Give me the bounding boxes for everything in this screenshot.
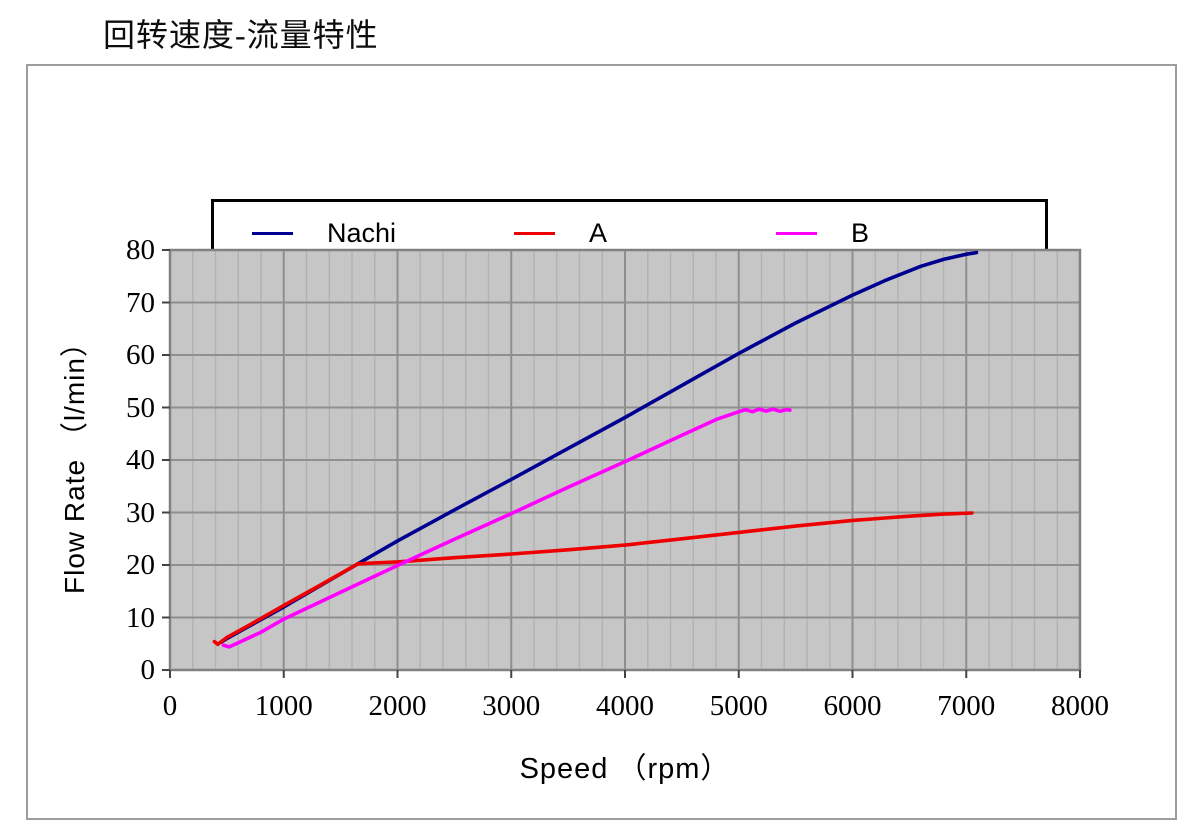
- legend-entry-nachi: Nachi: [252, 218, 514, 249]
- x-tick-label: 7000: [937, 690, 996, 722]
- series-line-b: [221, 407, 792, 649]
- chart-title: 回转速度-流量特性: [103, 17, 379, 53]
- y-tick-label: 80: [126, 234, 155, 266]
- legend-label-nachi: Nachi: [327, 218, 397, 248]
- legend-label-b: B: [851, 218, 870, 248]
- x-tick-label: 3000: [482, 690, 541, 722]
- series-line-a: [212, 511, 974, 647]
- x-tick-label: 6000: [823, 690, 882, 722]
- b-line-swatch: [776, 232, 817, 235]
- x-tick-label: 4000: [596, 690, 654, 722]
- legend-label-a: A: [589, 218, 608, 248]
- legend-entry-a: A: [514, 218, 776, 249]
- y-tick-label: 70: [126, 286, 155, 319]
- y-tick-label: 10: [126, 601, 155, 634]
- y-tick-label: 50: [126, 391, 155, 424]
- x-tick-label: 8000: [1051, 690, 1109, 722]
- y-tick-label: 0: [140, 654, 156, 686]
- x-tick-label: 0: [162, 690, 178, 722]
- x-tick-label: 2000: [368, 690, 427, 722]
- x-tick-label: 5000: [709, 690, 768, 722]
- y-tick-label: 60: [126, 339, 155, 371]
- y-tick-label: 30: [126, 496, 155, 529]
- y-axis-title: Flow Rate （l/min）: [59, 328, 90, 594]
- a-line-swatch: [514, 232, 555, 235]
- legend-entry-b: B: [776, 218, 1038, 249]
- y-tick-label: 20: [126, 549, 155, 581]
- x-axis-title: Speed （rpm）: [519, 753, 731, 785]
- x-tick-label: 1000: [254, 690, 313, 722]
- plot-area: [162, 248, 1082, 678]
- y-tick-label: 40: [126, 444, 155, 476]
- nachi-line-swatch: [252, 232, 293, 235]
